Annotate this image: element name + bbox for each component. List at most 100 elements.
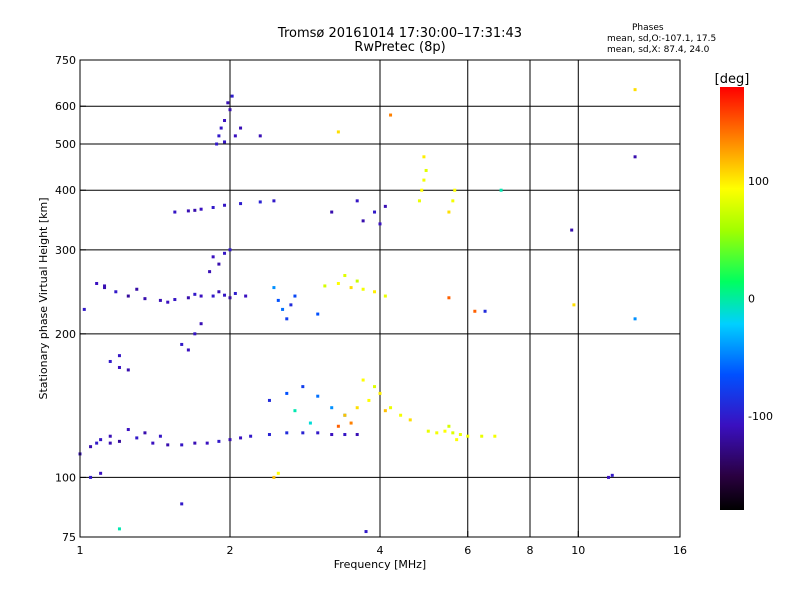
data-point: [378, 391, 382, 395]
data-point: [361, 378, 365, 382]
data-point: [143, 431, 147, 435]
data-point: [466, 434, 470, 438]
data-point: [349, 286, 353, 290]
data-points: [78, 88, 637, 534]
data-point: [420, 188, 424, 192]
y-tick-label: 75: [62, 531, 76, 544]
data-point: [447, 296, 451, 300]
data-point: [126, 428, 130, 432]
data-point: [373, 210, 377, 214]
data-point: [330, 210, 334, 214]
data-point: [378, 222, 382, 226]
data-point: [258, 200, 262, 204]
data-point: [228, 438, 232, 442]
data-point: [355, 433, 359, 437]
data-point: [186, 209, 190, 213]
data-point: [223, 293, 227, 297]
data-point: [451, 199, 455, 203]
data-point: [276, 471, 280, 475]
data-point: [186, 296, 190, 300]
colorbar-tick-label: 0: [748, 293, 755, 306]
data-point: [223, 203, 227, 207]
data-point: [114, 290, 118, 294]
x-tick-label: 8: [527, 544, 534, 557]
data-point: [108, 434, 112, 438]
data-point: [323, 284, 327, 288]
data-point: [199, 294, 203, 298]
y-axis-label: Stationary phase Virtual Height [km]: [37, 197, 50, 399]
data-point: [117, 365, 121, 369]
colorbar-tick-label: -100: [748, 410, 773, 423]
data-point: [205, 441, 209, 445]
data-point: [211, 294, 215, 298]
data-point: [126, 368, 130, 372]
data-point: [422, 178, 426, 182]
data-point: [473, 309, 477, 313]
data-point: [117, 439, 121, 443]
data-point: [126, 294, 130, 298]
data-point: [143, 297, 147, 301]
stats-line-x: mean, sd,X: 87.4, 24.0: [607, 45, 710, 55]
data-point: [211, 205, 215, 209]
data-point: [383, 294, 387, 298]
data-point: [186, 348, 190, 352]
data-point: [233, 291, 237, 295]
data-point: [308, 421, 312, 425]
data-point: [361, 287, 365, 291]
data-point: [193, 332, 197, 336]
data-point: [301, 385, 305, 389]
data-point: [228, 296, 232, 300]
x-tick-label: 1: [77, 544, 84, 557]
data-point: [417, 199, 421, 203]
data-point: [199, 207, 203, 211]
data-point: [343, 274, 347, 278]
data-point: [572, 303, 576, 307]
data-point: [633, 88, 637, 92]
x-tick-label: 16: [673, 544, 687, 557]
data-point: [244, 294, 248, 298]
data-point: [364, 530, 368, 534]
data-point: [453, 188, 457, 192]
data-point: [389, 113, 393, 117]
y-tick-label: 750: [55, 54, 76, 67]
data-point: [293, 409, 297, 413]
data-point: [399, 413, 403, 417]
data-point: [633, 317, 637, 321]
data-point: [228, 248, 232, 252]
data-point: [267, 398, 271, 402]
data-point: [193, 441, 197, 445]
data-point: [383, 409, 387, 413]
data-point: [570, 228, 574, 232]
data-point: [267, 433, 271, 437]
data-point: [272, 199, 276, 203]
y-tick-label: 300: [55, 244, 76, 257]
data-point: [285, 317, 289, 321]
data-point: [422, 155, 426, 159]
data-point: [383, 204, 387, 208]
data-point: [355, 279, 359, 283]
data-point: [355, 199, 359, 203]
data-point: [389, 406, 393, 410]
x-tick-label: 6: [464, 544, 471, 557]
data-point: [193, 208, 197, 212]
data-point: [355, 406, 359, 410]
data-point: [633, 155, 637, 159]
data-point: [211, 255, 215, 259]
x-tick-label: 2: [227, 544, 234, 557]
data-point: [455, 438, 459, 442]
data-point: [82, 307, 86, 311]
data-point: [458, 433, 462, 437]
data-point: [316, 394, 320, 398]
data-point: [99, 438, 103, 442]
data-point: [108, 441, 112, 445]
data-point: [166, 443, 170, 447]
data-point: [336, 130, 340, 134]
data-point: [217, 262, 221, 266]
y-tick-label: 200: [55, 328, 76, 341]
data-point: [443, 429, 447, 433]
data-point: [173, 298, 177, 302]
data-point: [103, 284, 107, 288]
axes: 1 2 4 6 8 10 16 75 100 200 300 400 500 600 750 Frequenc…: [37, 54, 687, 571]
colorbar-label: [deg]: [715, 72, 750, 87]
data-point: [173, 210, 177, 214]
